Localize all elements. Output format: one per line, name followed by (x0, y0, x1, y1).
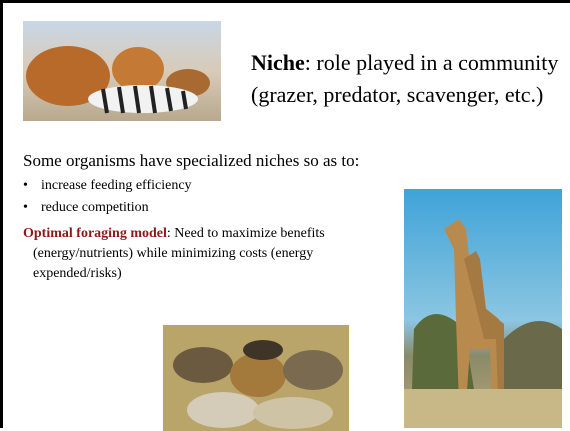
intro-text: Some organisms have specialized niches s… (23, 150, 359, 172)
bullet: reduce competition (23, 197, 192, 219)
term: Niche (251, 50, 305, 75)
term: Optimal foraging model (23, 226, 167, 241)
bullet: increase feeding efficiency (23, 175, 192, 197)
lions-photo (23, 21, 221, 121)
slide: Niche: role played in a community (graze… (0, 0, 570, 428)
model-text: Optimal foraging model: Need to maximize… (23, 224, 388, 284)
niche-definition: Niche: role played in a community (graze… (251, 47, 569, 111)
vultures-photo (163, 325, 349, 431)
bullet-list: increase feeding efficiency reduce compe… (23, 175, 192, 219)
giraffe-photo (404, 189, 562, 428)
